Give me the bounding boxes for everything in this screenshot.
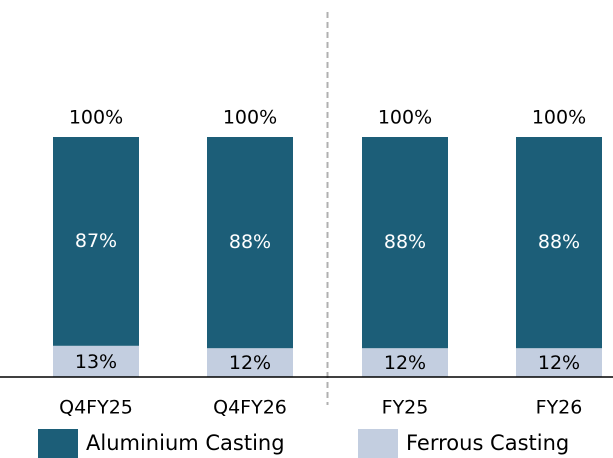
legend-swatch-aluminium	[38, 429, 78, 458]
bar-ferrous-Q4FY25	[53, 345, 139, 377]
bar-aluminium-Q4FY26	[207, 137, 293, 349]
total-label-FY25: 100%	[378, 107, 432, 129]
bar-aluminium-Q4FY25	[53, 137, 139, 346]
x-tick-Q4FY25: Q4FY25	[59, 397, 133, 419]
data-label-aluminium-FY26: 88%	[538, 231, 580, 253]
x-tick-labels: Q4FY25 Q4FY26 FY25 FY26	[59, 397, 582, 419]
x-tick-Q4FY26: Q4FY26	[213, 397, 287, 419]
x-tick-FY26: FY26	[536, 397, 583, 419]
data-label-ferrous-FY26: 12%	[538, 352, 580, 374]
bar-ferrous-FY26	[516, 348, 602, 377]
total-label-Q4FY25: 100%	[69, 107, 123, 129]
data-label-ferrous-FY25: 12%	[384, 352, 426, 374]
total-label-Q4FY26: 100%	[223, 107, 277, 129]
data-label-aluminium-Q4FY25: 87%	[75, 230, 117, 252]
legend-label-aluminium: Aluminium Casting	[86, 431, 285, 455]
legend-swatch-ferrous	[358, 429, 398, 458]
legend-label-ferrous: Ferrous Casting	[406, 431, 569, 455]
bars-group: 87% 13% 100% 88% 12% 100% 88% 12% 100% 88% 12% 100%	[53, 107, 602, 377]
data-label-ferrous-Q4FY26: 12%	[229, 352, 271, 374]
bar-aluminium-FY26	[516, 137, 602, 349]
bar-ferrous-Q4FY26	[207, 348, 293, 377]
x-tick-FY25: FY25	[382, 397, 429, 419]
data-label-aluminium-Q4FY26: 88%	[229, 231, 271, 253]
bar-aluminium-FY25	[362, 137, 448, 349]
data-label-ferrous-Q4FY25: 13%	[75, 351, 117, 373]
bar-ferrous-FY25	[362, 348, 448, 377]
data-label-aluminium-FY25: 88%	[384, 231, 426, 253]
total-label-FY26: 100%	[532, 107, 586, 129]
legend: Aluminium Casting Ferrous Casting	[38, 429, 569, 458]
